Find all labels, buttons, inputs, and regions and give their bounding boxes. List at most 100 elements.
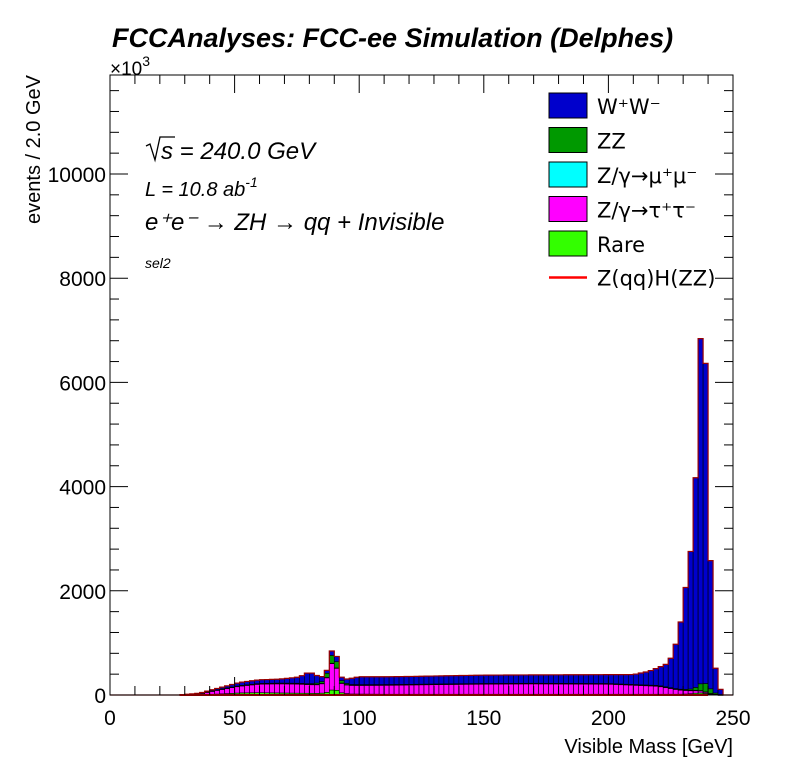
hist-bar: [513, 683, 519, 695]
series-4: [179, 338, 724, 696]
hist-bar: [672, 643, 679, 689]
plot-frame: [109, 74, 734, 696]
hist-bar: [563, 683, 569, 695]
hist-bar: [692, 477, 699, 688]
histogram-stack: [110, 338, 733, 696]
hist-bar: [707, 688, 714, 694]
hist-bar: [428, 684, 435, 695]
hist-bar: [398, 684, 405, 695]
hist-bar: [443, 675, 450, 685]
y-tick-label: 4000: [59, 477, 106, 500]
hist-bar: [433, 683, 440, 695]
hist-bar: [598, 674, 604, 684]
hist-bar: [633, 673, 639, 685]
hist-bar: [299, 675, 305, 684]
hist-bar: [373, 676, 380, 685]
legend-swatch: [548, 230, 588, 257]
hist-bar: [533, 674, 539, 684]
hist-bar: [657, 686, 664, 695]
hist-bar: [697, 338, 704, 685]
hist-bar: [667, 657, 674, 688]
hist-bar: [553, 674, 559, 684]
hist-bar: [309, 684, 315, 694]
hist-bar: [628, 684, 634, 695]
hist-bar: [573, 683, 579, 695]
hist-bar: [633, 684, 639, 695]
hist-bar: [538, 674, 544, 684]
hist-bar: [333, 656, 340, 662]
legend-label: Z/γ→μ⁺μ⁻: [597, 164, 697, 188]
hist-bar: [373, 684, 380, 695]
total-outline: [110, 338, 733, 696]
hist-bar: [468, 683, 475, 695]
hist-bar: [717, 688, 724, 695]
hist-bar: [324, 672, 330, 678]
chart-title: FCCAnalyses: FCC-ee Simulation (Delphes): [112, 23, 673, 53]
legend-label: W⁺W⁻: [597, 95, 661, 119]
hist-bar: [682, 587, 689, 690]
hist-bar: [324, 677, 330, 693]
hist-bar: [623, 674, 629, 685]
hist-bar: [483, 683, 490, 695]
hist-bar: [463, 683, 470, 695]
legend-label: Rare: [597, 233, 645, 257]
hist-bar: [423, 675, 430, 685]
hist-bar: [328, 650, 335, 656]
y-axis: 0 2000 4000 6000 8000 10000: [48, 90, 733, 708]
hist-bar: [697, 683, 704, 691]
x-tick-label: 250: [715, 707, 750, 730]
hist-bar: [328, 655, 335, 664]
hist-bar: [368, 676, 375, 685]
hist-bar: [388, 676, 395, 685]
hist-bar: [593, 674, 599, 684]
y-tick-label: 8000: [59, 268, 106, 291]
hist-bar: [518, 674, 524, 684]
hist-bar: [418, 675, 425, 685]
hist-bar: [503, 674, 510, 684]
hist-bar: [473, 674, 480, 684]
hist-bar: [608, 674, 614, 684]
hist-bar: [628, 674, 634, 685]
hist-bar: [528, 674, 534, 684]
hist-bar: [403, 684, 410, 695]
hist-bar: [488, 674, 495, 684]
hist-bar: [642, 671, 649, 686]
hist-bar: [408, 684, 415, 695]
selection-label: sel2: [145, 255, 171, 271]
hist-bar: [304, 672, 310, 684]
hist-bar: [503, 683, 510, 695]
legend-label: Z(qq)H(ZZ): [597, 267, 715, 291]
hist-bar: [493, 683, 500, 695]
hist-bar: [568, 674, 574, 684]
hist-bar: [448, 675, 455, 685]
hist-bar: [408, 676, 415, 685]
x-tick-label: 0: [104, 707, 116, 730]
hist-bar: [548, 683, 554, 695]
hist-bar: [513, 674, 519, 684]
hist-bar: [642, 685, 649, 695]
hist-bar: [518, 683, 524, 695]
hist-bar: [478, 674, 485, 684]
hist-bar: [453, 683, 460, 695]
hist-bar: [528, 683, 534, 695]
hist-bar: [458, 683, 465, 695]
hist-bar: [333, 667, 340, 691]
hist-bar: [588, 683, 594, 695]
hist-bar: [234, 686, 240, 694]
hist-bar: [613, 674, 619, 685]
hist-bar: [378, 676, 385, 685]
hist-bar: [423, 684, 430, 695]
hist-bar: [398, 676, 405, 685]
legend-swatch: [548, 92, 588, 119]
hist-bar: [289, 677, 295, 684]
sqrt-s-text: s = 240.0 GeV: [161, 138, 317, 165]
hist-bar: [338, 680, 345, 684]
hist-bar: [613, 683, 619, 695]
hist-bar: [593, 683, 599, 695]
hist-bar: [538, 683, 544, 695]
hist-bar: [548, 674, 554, 684]
hist-bar: [588, 674, 594, 684]
hist-bar: [652, 685, 659, 695]
hist-bar: [498, 674, 505, 684]
